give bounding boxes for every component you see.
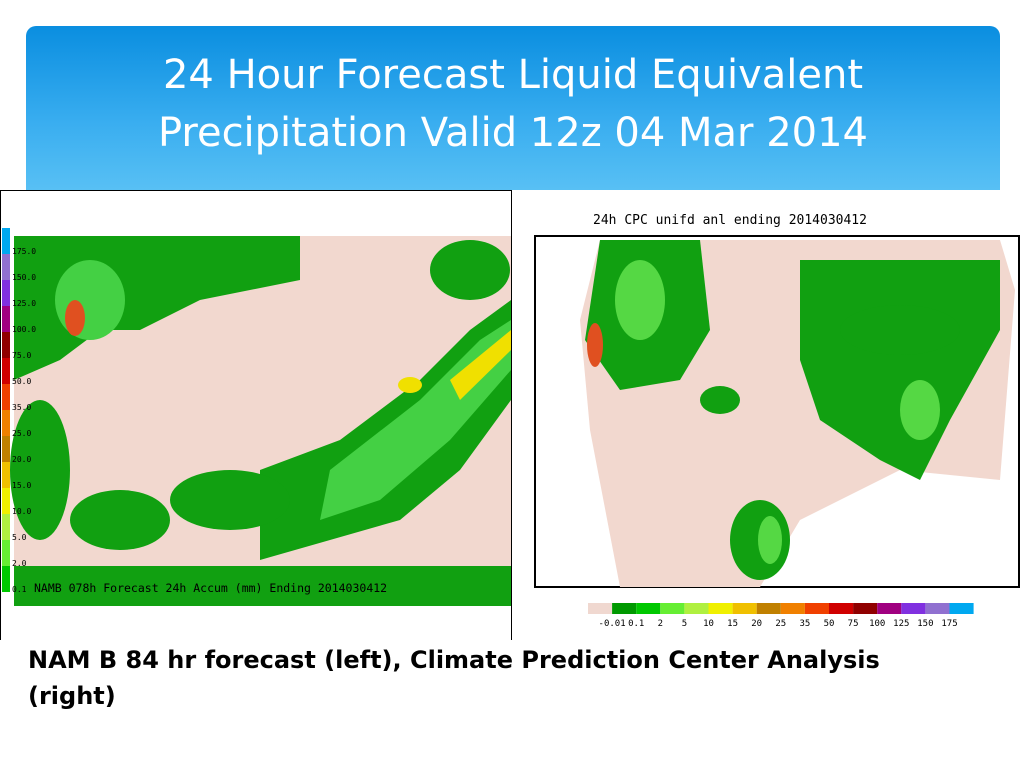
maps: NAMB 078h Forecast 24h Accum (mm) Ending… (0, 190, 1020, 640)
legend-swatch (804, 603, 829, 614)
legend-swatch (949, 603, 974, 614)
legend-swatch (636, 603, 661, 614)
colorbar-swatch (2, 566, 10, 592)
caption: NAM B 84 hr forecast (left), Climate Pre… (28, 642, 988, 714)
legend-swatch (684, 603, 709, 614)
legend-label: 2 (658, 619, 663, 629)
legend-label: 10 (703, 619, 714, 629)
legend-label: 50 (824, 619, 835, 629)
right-map-precip-max (587, 323, 603, 367)
legend-label: 175 (941, 619, 957, 629)
colorbar-swatch (2, 514, 10, 540)
legend-label: 0.1 (628, 619, 644, 629)
left-map-precip-max (65, 300, 85, 336)
legend-swatch (877, 603, 902, 614)
legend-swatch (660, 603, 685, 614)
colorbar-label: 0.1 (12, 585, 27, 594)
legend-label: 75 (848, 619, 859, 629)
colorbar-label: 5.0 (12, 533, 27, 542)
right-map-title: 24h CPC unifd anl ending 2014030412 (593, 213, 867, 228)
colorbar-label: 175.0 (12, 247, 36, 256)
left-colorbar: 175.0 150.0 125.0 100.0 75.0 50.0 35.0 25.0 20.0… (2, 228, 36, 594)
left-map-label-band (14, 566, 511, 606)
colorbar-label: 50.0 (12, 377, 31, 386)
colorbar-swatch (2, 228, 10, 254)
colorbar-label: 20.0 (12, 455, 31, 464)
colorbar-swatch (2, 462, 10, 488)
title-line: Precipitation Valid 12z 04 Mar 2014 (157, 110, 869, 156)
colorbar-label: 150.0 (12, 273, 36, 282)
legend-swatch (780, 603, 805, 614)
right-map-precip-moderate (615, 260, 940, 564)
colorbar-swatch (2, 306, 10, 332)
legend-label: 20 (751, 619, 762, 629)
legend-label: -0.01 (599, 619, 626, 629)
legend-swatch (708, 603, 733, 614)
legend-swatch (829, 603, 854, 614)
legend-label: 15 (727, 619, 738, 629)
colorbar-swatch (2, 332, 10, 358)
caption-line: (right) (28, 682, 116, 710)
colorbar-label: 2.0 (12, 559, 27, 568)
title-banner (26, 26, 1000, 190)
colorbar-swatch (2, 254, 10, 280)
colorbar-swatch (2, 436, 10, 462)
left-map-precip-heavy (398, 330, 511, 400)
legend-label: 100 (869, 619, 885, 629)
caption-line: NAM B 84 hr forecast (left), Climate Pre… (28, 646, 880, 674)
colorbar-swatch (2, 358, 10, 384)
left-map-label: NAMB 078h Forecast 24h Accum (mm) Ending… (34, 581, 387, 595)
legend-swatch (756, 603, 781, 614)
legend-label: 5 (682, 619, 687, 629)
colorbar-swatch (2, 488, 10, 514)
colorbar-label: 100.0 (12, 325, 36, 334)
legend-swatch (901, 603, 926, 614)
colorbar-swatch (2, 410, 10, 436)
legend-label: 35 (799, 619, 810, 629)
colorbar-label: 10.0 (12, 507, 31, 516)
colorbar-swatch (2, 384, 10, 410)
colorbar-label: 25.0 (12, 429, 31, 438)
title-line: 24 Hour Forecast Liquid Equivalent (162, 52, 864, 98)
legend-swatch (732, 603, 757, 614)
colorbar-label: 75.0 (12, 351, 31, 360)
colorbar-swatch (2, 280, 10, 306)
legend-label: 125 (893, 619, 909, 629)
legend-swatch (612, 603, 637, 614)
colorbar-label: 125.0 (12, 299, 36, 308)
colorbar-label: 15.0 (12, 481, 31, 490)
colorbar-swatch (2, 540, 10, 566)
legend-label: 25 (775, 619, 786, 629)
legend-swatch (925, 603, 950, 614)
legend-label: 150 (917, 619, 933, 629)
right-legend: -0.01 0.1 2 5 10 15 20 25 35 50 75 100 125 150 175 (588, 603, 974, 629)
legend-swatch (853, 603, 878, 614)
colorbar-label: 35.0 (12, 403, 31, 412)
legend-swatch (588, 603, 613, 614)
